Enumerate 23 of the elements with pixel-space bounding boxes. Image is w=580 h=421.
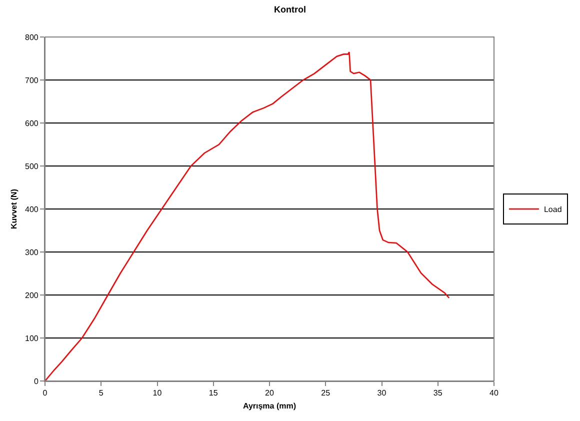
- y-axis-title: Kuvvet (N): [10, 188, 19, 230]
- x-tick-label: 30: [377, 388, 387, 398]
- x-tick-label: 0: [42, 388, 48, 398]
- x-tick-label: 35: [433, 388, 443, 398]
- x-tick-label: 15: [208, 388, 218, 398]
- y-tick-label: 700: [25, 76, 39, 85]
- y-tick-label: 800: [25, 32, 39, 42]
- y-tick-label: 500: [25, 162, 39, 171]
- y-tick-label: 300: [25, 248, 39, 257]
- y-tick-label: 200: [25, 290, 39, 300]
- x-axis-title: Ayrışma (mm): [242, 402, 296, 411]
- x-tick-label: 20: [265, 388, 274, 398]
- line-series: [45, 51, 450, 381]
- x-tick-label: 40: [490, 388, 499, 398]
- y-tick-label: 0: [34, 376, 39, 386]
- y-tick-label: 400: [25, 204, 39, 214]
- x-tick-label: 10: [152, 388, 162, 398]
- y-tick-label: 600: [25, 118, 39, 128]
- legend-label: Load: [544, 205, 562, 214]
- x-tick-label: 25: [321, 388, 331, 398]
- x-tick-label: 5: [98, 388, 104, 398]
- chart-title: Kontrol: [274, 4, 306, 15]
- y-tick-label: 100: [25, 334, 39, 343]
